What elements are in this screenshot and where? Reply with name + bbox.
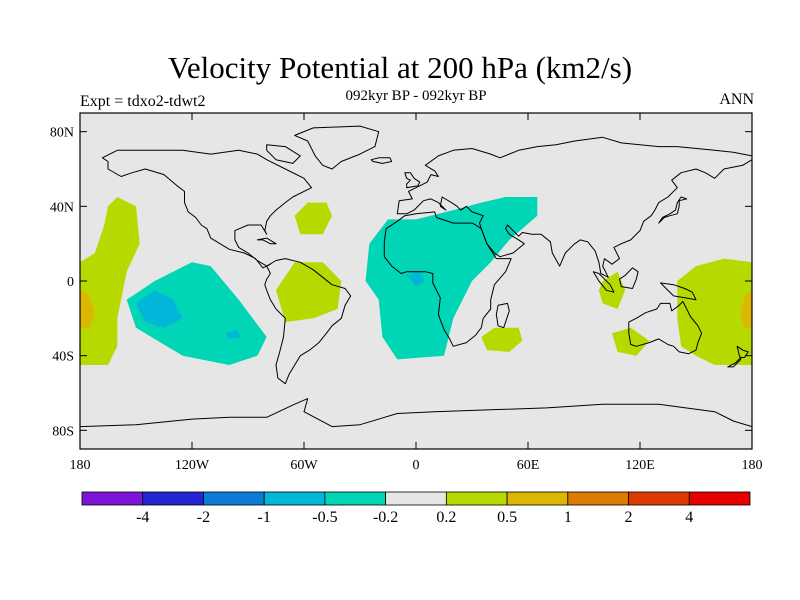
coastline-north-america bbox=[101, 149, 312, 269]
contour-region-north-atlantic-positive bbox=[294, 202, 332, 235]
colorbar: -4 -2 -1 -0.5 -0.2 0.2 0.5 1 2 4 bbox=[81, 491, 751, 526]
contour-region-atlantic-small-core bbox=[406, 271, 426, 287]
contour-region-pacific-negative bbox=[126, 262, 267, 365]
colorbar-swatch-9 bbox=[628, 491, 690, 506]
season-label: ANN bbox=[719, 91, 754, 108]
contour-region-pacific-negative-core bbox=[136, 290, 183, 328]
x-tick-label-1: 120W bbox=[175, 458, 210, 473]
colorbar-label-1: -2 bbox=[197, 509, 210, 526]
colorbar-label-4: -0.2 bbox=[373, 509, 398, 526]
colorbar-label-2: -1 bbox=[258, 509, 271, 526]
contour-region-maritime-positive bbox=[598, 271, 626, 309]
experiment-label: Expt = tdxo2-tdwt2 bbox=[80, 93, 206, 110]
y-tick-label-3: 40S bbox=[52, 350, 74, 365]
x-tick-label-0: 180 bbox=[70, 458, 91, 473]
contour-region-atlantic-africa-negative bbox=[365, 197, 538, 360]
coastline-layer bbox=[80, 125, 752, 428]
y-tick-label-1: 40N bbox=[50, 200, 74, 215]
colorbar-swatch-4 bbox=[324, 491, 387, 506]
contour-region-pacific-small-core bbox=[225, 329, 241, 339]
coastline-antarctica bbox=[80, 398, 752, 428]
coastline-sumatra bbox=[592, 271, 615, 293]
map-title: Velocity Potential at 200 hPa (km2/s) bbox=[167, 50, 633, 85]
contour-region-east-dateline-orange bbox=[740, 290, 752, 328]
coastline-madagascar bbox=[495, 302, 510, 329]
colorbar-swatch-2 bbox=[203, 491, 265, 506]
coastline-japan bbox=[658, 196, 688, 224]
axis-ticks: 180 120W 60W 0 60E 120E 180 80N 40N 0 40S 80S bbox=[50, 113, 763, 473]
colorbar-swatch-1 bbox=[142, 491, 204, 506]
y-tick-label-2: 0 bbox=[67, 275, 74, 290]
colorbar-label-6: 0.5 bbox=[497, 509, 517, 526]
coastline-great-britain bbox=[404, 172, 421, 189]
colorbar-swatch-5 bbox=[385, 491, 447, 506]
coastline-new-guinea bbox=[660, 282, 697, 301]
x-tick-label-3: 0 bbox=[413, 458, 420, 473]
colorbar-swatch-7 bbox=[506, 491, 569, 506]
contour-region-indian-ocean-positive bbox=[481, 327, 523, 352]
contour-fill-layer bbox=[80, 197, 752, 365]
colorbar-swatch-8 bbox=[567, 491, 629, 506]
coastline-eurasia bbox=[396, 136, 752, 278]
x-tick-label-5: 120E bbox=[625, 458, 655, 473]
coastline-south-america bbox=[264, 258, 352, 385]
colorbar-swatch-0 bbox=[81, 491, 144, 506]
coastline-africa bbox=[383, 211, 512, 347]
contour-region-west-pacific-orange bbox=[80, 290, 95, 328]
colorbar-label-0: -4 bbox=[136, 509, 149, 526]
colorbar-label-5: 0.2 bbox=[436, 509, 456, 526]
coastline-borneo bbox=[619, 267, 639, 289]
colorbar-swatch-10 bbox=[688, 491, 751, 506]
colorbar-swatch-3 bbox=[263, 491, 326, 506]
map-subtitle: 092kyr BP - 092kyr BP bbox=[345, 88, 487, 104]
x-tick-label-4: 60E bbox=[517, 458, 540, 473]
coastline-iceland bbox=[370, 157, 393, 164]
x-tick-label-2: 60W bbox=[290, 458, 318, 473]
colorbar-swatch-6 bbox=[445, 491, 508, 506]
x-tick-label-6: 180 bbox=[742, 458, 763, 473]
colorbar-label-8: 2 bbox=[625, 509, 633, 526]
contour-region-dateline-positive-east bbox=[677, 258, 752, 365]
colorbar-label-7: 1 bbox=[564, 509, 572, 526]
contour-region-dateline-positive-west bbox=[80, 197, 140, 365]
y-tick-label-4: 80S bbox=[52, 424, 74, 439]
y-tick-label-0: 80N bbox=[50, 126, 74, 141]
coastline-cuba bbox=[256, 237, 277, 245]
coastline-baffin bbox=[266, 144, 301, 164]
colorbar-label-9: 4 bbox=[685, 509, 693, 526]
contour-region-south-america-positive bbox=[276, 262, 342, 323]
colorbar-label-3: -0.5 bbox=[312, 509, 337, 526]
coastline-australia bbox=[628, 301, 703, 355]
coastline-greenland bbox=[294, 125, 380, 170]
coastline-new-zealand bbox=[727, 345, 749, 368]
